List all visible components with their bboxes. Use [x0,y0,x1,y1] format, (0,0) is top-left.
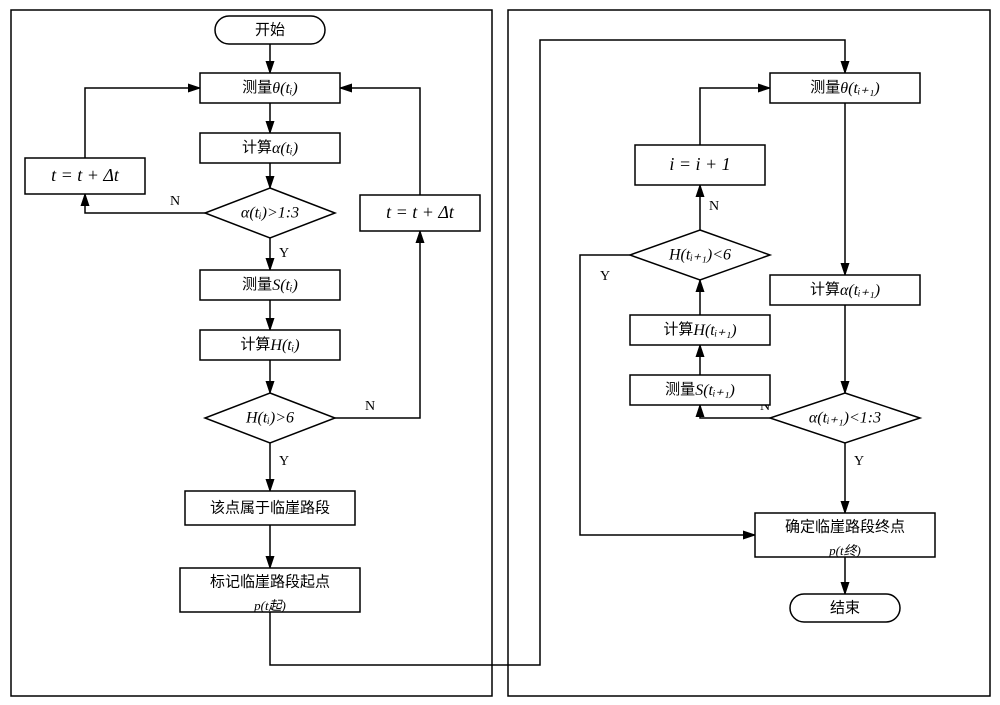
node-tdt1: t = t + Δt [25,158,145,194]
edge-label: Y [279,454,289,469]
node-label: 结束 [830,599,860,616]
node-label: i = i + 1 [669,154,730,174]
node-dH: H(tᵢ)>6 [205,393,335,443]
node-label: 标记临崖路段起点 [210,573,330,590]
node-sublabel: p(t起) [253,598,286,613]
node-label: 测量S(tᵢ) [242,276,298,293]
edge-label: N [709,199,719,214]
node-dH2: H(tᵢ₊₁)<6 [630,230,770,280]
node-label: 测量S(tᵢ₊₁) [665,381,735,398]
node-label: t = t + Δt [51,165,120,185]
node-iinc: i = i + 1 [635,145,765,185]
edge-label: N [170,194,180,209]
edge [85,88,200,158]
node-label: H(tᵢ₊₁)<6 [668,247,731,264]
node-label: 测量θ(tᵢ) [242,79,298,96]
panel-borders [11,10,990,696]
edge [335,231,420,418]
node-measS2: 测量S(tᵢ₊₁) [630,375,770,405]
node-label: 计算H(tᵢ₊₁) [663,320,736,338]
node-start: 开始 [215,16,325,44]
nodes-layer: 开始测量θ(tᵢ) 计算α(tᵢ) α(tᵢ)>1:3 t = t + Δt t = t… [25,16,935,622]
edge-label: Y [279,246,289,261]
node-sublabel: p(t终) [828,543,861,558]
edge [700,88,770,145]
node-label: 计算α(tᵢ) [242,138,298,156]
node-calcH2: 计算H(tᵢ₊₁) [630,315,770,345]
node-measTheta2: 测量θ(tᵢ₊₁) [770,73,920,103]
edge-label: Y [600,269,610,284]
node-label: α(tᵢ)>1:3 [241,205,299,222]
node-label: α(tᵢ₊₁)<1:3 [809,410,881,427]
node-label: H(tᵢ)>6 [245,410,294,427]
node-calcAlpha: 计算α(tᵢ) [200,133,340,163]
node-label: 计算α(tᵢ₊₁) [810,280,880,298]
edge-label: N [365,399,375,414]
node-dAlpha2: α(tᵢ₊₁)<1:3 [770,393,920,443]
node-markEnd: 确定临崖路段终点 p(t终) [755,513,935,558]
node-cliff: 该点属于临崖路段 [185,491,355,525]
node-label: 该点属于临崖路段 [210,499,330,516]
node-label: 测量θ(tᵢ₊₁) [810,79,880,96]
node-end: 结束 [790,594,900,622]
node-tdt2: t = t + Δt [360,195,480,231]
node-dAlpha: α(tᵢ)>1:3 [205,188,335,238]
node-markStart: 标记临崖路段起点 p(t起) [180,568,360,613]
node-label: 计算H(tᵢ) [240,335,299,353]
node-label: 确定临崖路段终点 [785,518,905,535]
node-measTheta: 测量θ(tᵢ) [200,73,340,103]
node-calcAlpha2: 计算α(tᵢ₊₁) [770,275,920,305]
node-calcH: 计算H(tᵢ) [200,330,340,360]
node-label: 开始 [255,21,285,38]
edge [340,88,420,195]
node-label: t = t + Δt [386,202,455,222]
flowchart-canvas: YNNYNNYY 开始测量θ(tᵢ)计算α(tᵢ)α(tᵢ)>1:3t = t … [0,0,1000,705]
node-measS: 测量S(tᵢ) [200,270,340,300]
edge-label: Y [854,454,864,469]
edge [85,194,205,213]
